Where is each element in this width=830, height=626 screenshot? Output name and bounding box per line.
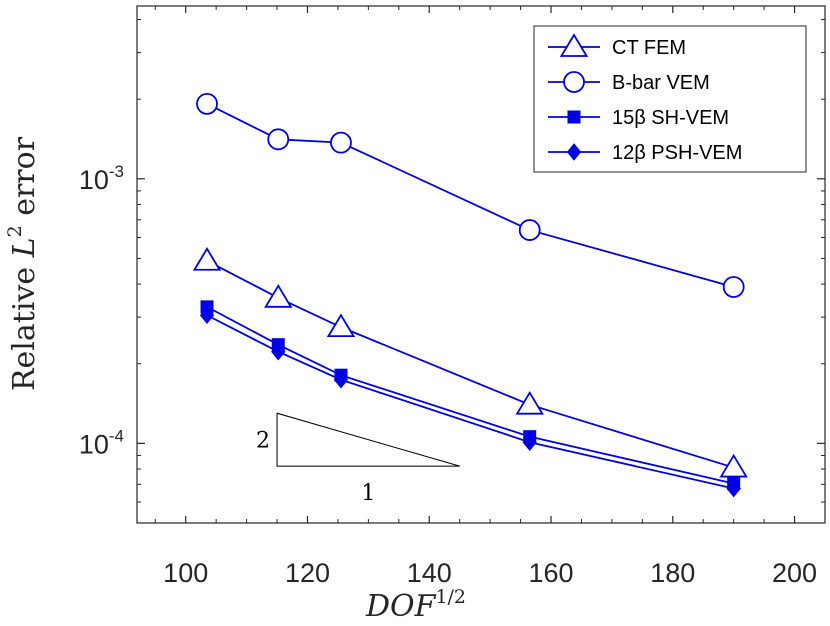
axis-ticks: [137, 6, 826, 524]
legend-marker: [567, 110, 581, 124]
legend-entries: CT FEM B-bar VEM 15β SH-VEM 12β PSH-VEM: [548, 33, 742, 164]
legend-label: 12β PSH-VEM: [612, 142, 742, 164]
legend-marker: [566, 143, 582, 161]
series-0: [192, 247, 748, 478]
slope-triangle: 21: [256, 412, 460, 506]
plot-frame: [136, 5, 826, 524]
y-axis-label: Relative L2 error: [4, 136, 42, 391]
legend-entry-1: B-bar VEM: [548, 71, 710, 94]
slope-run-label: 1: [361, 481, 375, 506]
legend-marker: [563, 71, 585, 93]
data-point: [515, 390, 544, 415]
legend-label: B-bar VEM: [612, 72, 710, 94]
data-point: [333, 370, 349, 389]
data-point: [518, 219, 541, 241]
x-tick-label: 100: [163, 558, 208, 588]
x-axis-label: DOF1/2: [365, 586, 466, 624]
data-point: [719, 453, 748, 478]
series-1: [196, 92, 745, 298]
legend: CT FEM B-bar VEM 15β SH-VEM 12β PSH-VEM: [533, 25, 807, 173]
x-tick-labels: 100 120 140 160 180 200: [163, 558, 817, 588]
data-point: [264, 284, 293, 308]
legend-marker: [559, 33, 589, 57]
x-tick-label: 140: [407, 558, 452, 588]
series-3: [199, 306, 741, 498]
x-tick-label: 160: [528, 558, 573, 588]
data-point: [192, 247, 222, 271]
data-point: [330, 131, 352, 154]
legend-entry-0: CT FEM: [548, 33, 686, 59]
data-point: [267, 128, 290, 151]
legend-entry-3: 12β PSH-VEM: [548, 142, 742, 164]
slope-triangle-shape: [276, 412, 460, 467]
legend-entry-2: 15β SH-VEM: [548, 107, 729, 129]
y-tick-labels: 10-3 10-4: [79, 162, 124, 460]
series-group: [192, 92, 748, 498]
x-tick-label: 120: [285, 558, 330, 588]
data-point: [196, 92, 218, 115]
data-point: [326, 313, 356, 338]
data-point: [271, 342, 286, 361]
data-point: [522, 433, 537, 452]
slope-rise-label: 2: [256, 429, 270, 454]
legend-label: CT FEM: [612, 37, 686, 59]
x-tick-label: 200: [772, 558, 817, 588]
y-tick-label: 10-4: [79, 426, 124, 459]
data-point: [199, 306, 215, 325]
data-point: [726, 479, 741, 498]
data-point: [722, 276, 745, 298]
legend-label: 15β SH-VEM: [612, 107, 729, 129]
x-tick-label: 180: [650, 558, 695, 588]
y-tick-label: 10-3: [79, 162, 124, 195]
